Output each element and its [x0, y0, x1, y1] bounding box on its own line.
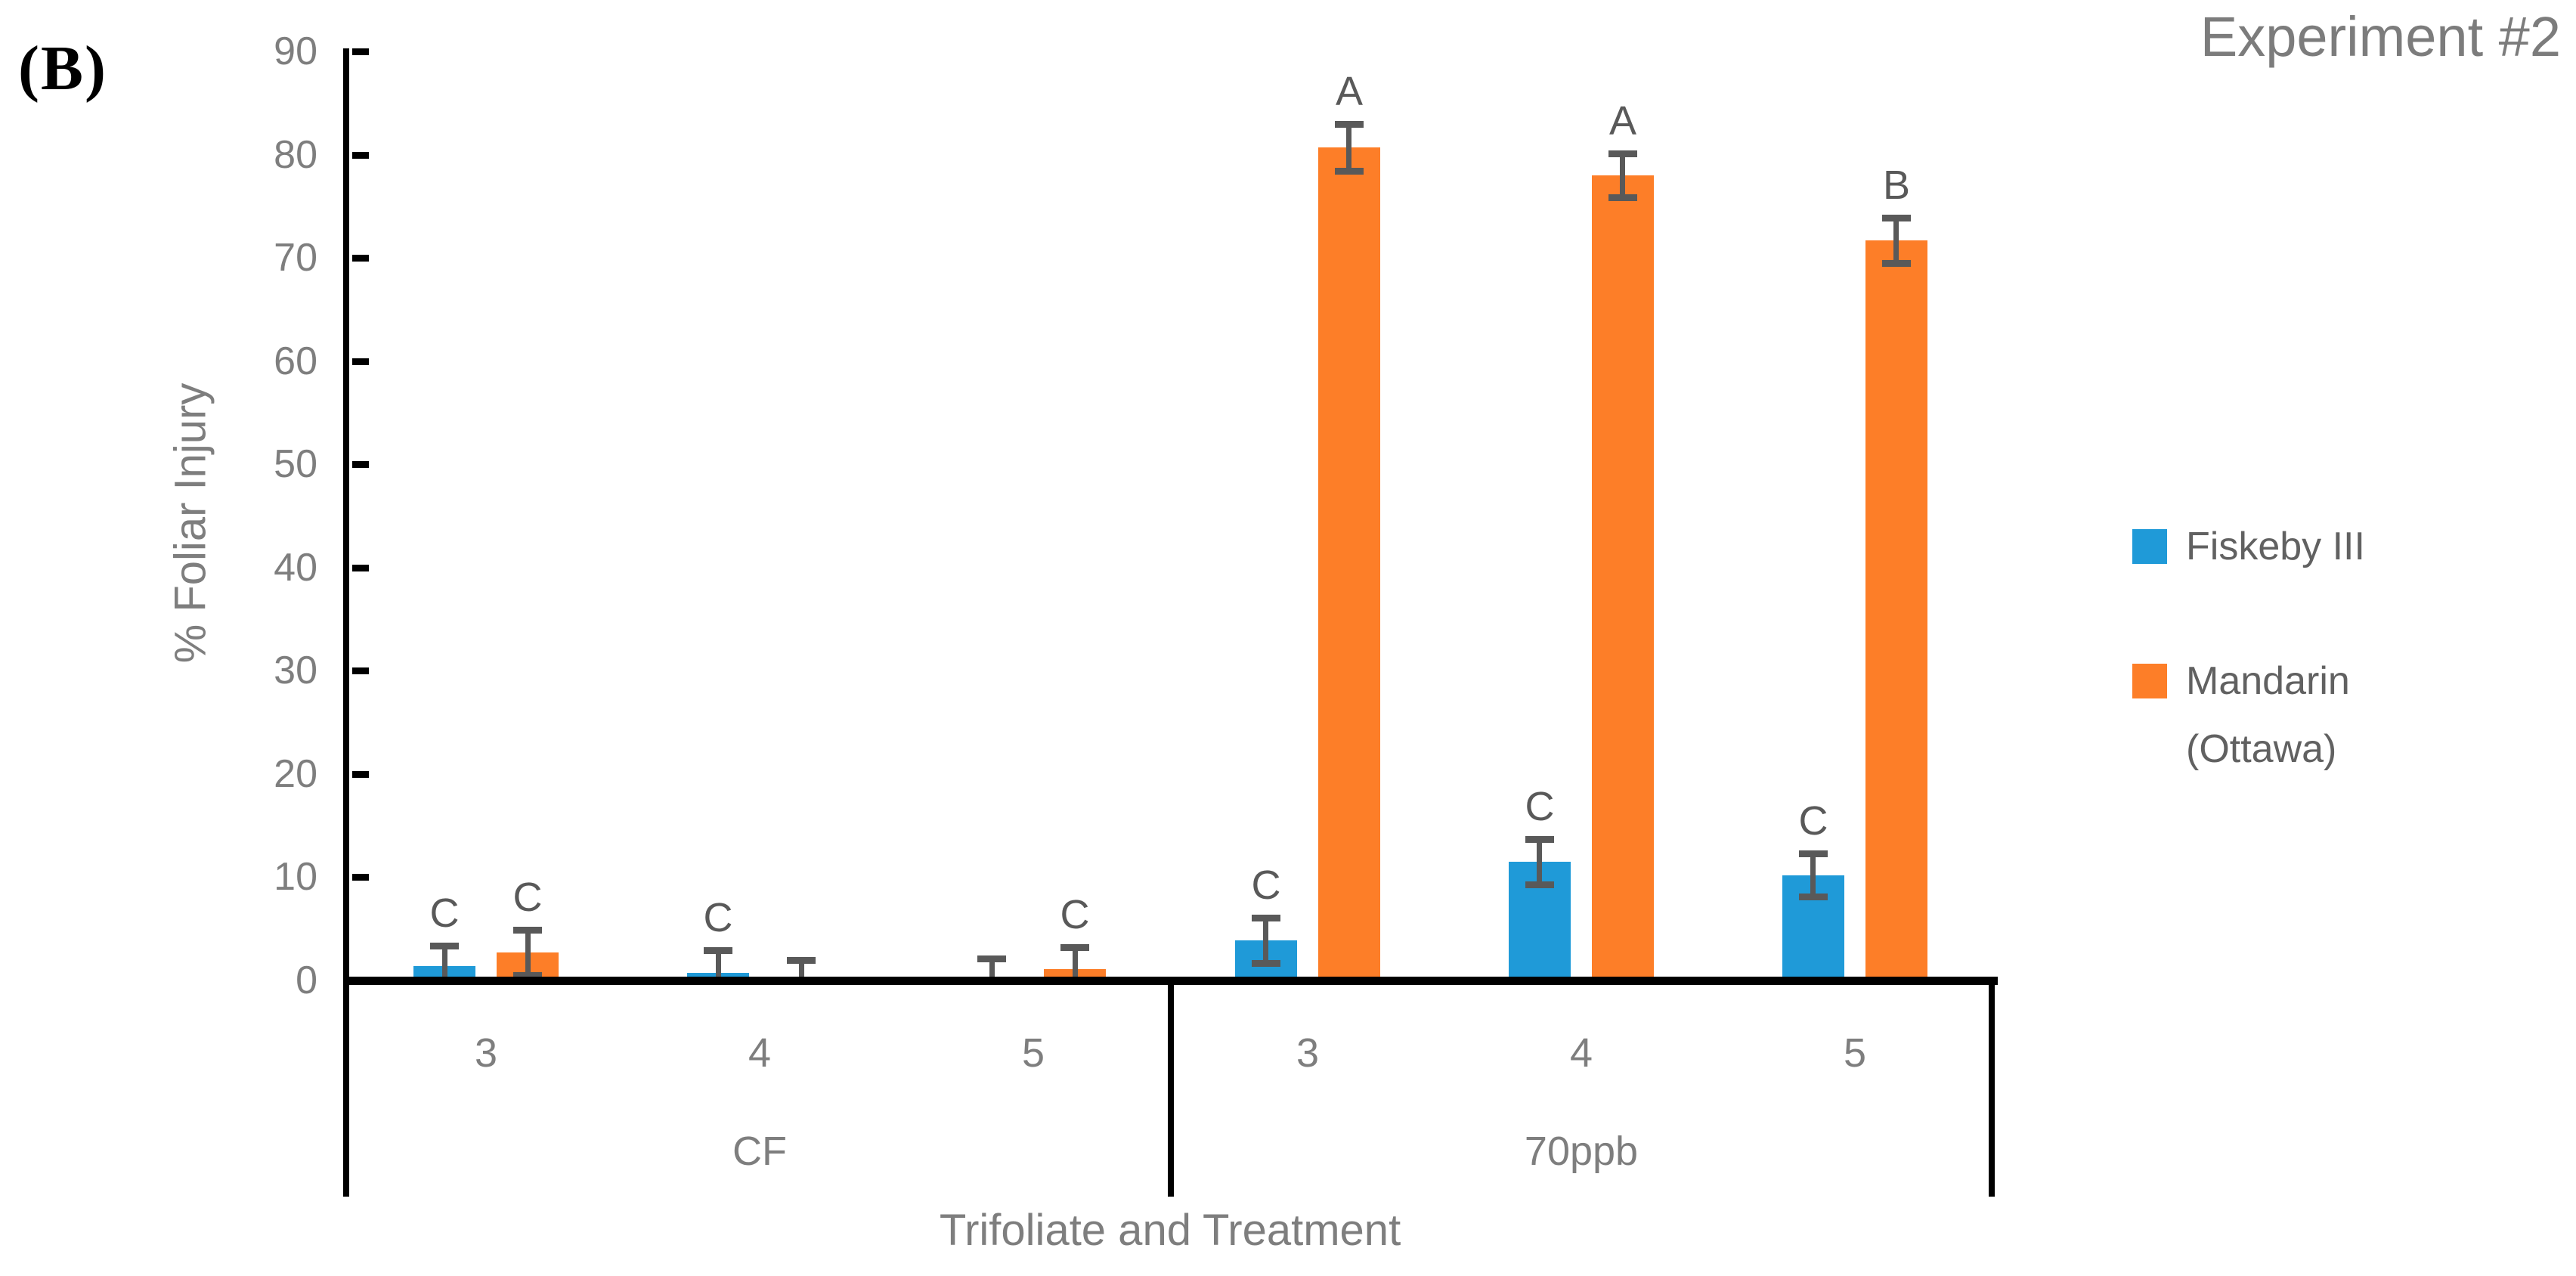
legend-swatch-mandarin-icon — [2132, 664, 2167, 698]
y-tick-mark — [352, 565, 369, 571]
significance-letter: A — [1335, 69, 1364, 114]
x-category-label: 5 — [1843, 1030, 1867, 1076]
y-tick-mark — [352, 152, 369, 159]
y-tick-label: 20 — [274, 752, 317, 796]
bar-mandarin-ottawa- — [1318, 147, 1380, 980]
y-tick-label: 0 — [296, 959, 317, 1002]
y-tick-mark — [352, 667, 369, 674]
significance-letter: C — [1060, 892, 1090, 937]
x-axis-title: Trifoliate and Treatment — [939, 1206, 1401, 1255]
significance-letter: C — [1525, 784, 1555, 829]
x-category-label: 5 — [1021, 1030, 1045, 1076]
x-group-label: CF — [732, 1129, 787, 1174]
x-category-label: 3 — [1296, 1030, 1320, 1076]
y-axis-line — [343, 48, 349, 1197]
error-bar-cap-bottom — [1608, 194, 1637, 201]
chart-title: Experiment #2 — [2200, 5, 2561, 68]
significance-letter: C — [1251, 863, 1281, 908]
significance-letter: B — [1882, 163, 1911, 208]
y-tick-label: 30 — [274, 649, 317, 692]
x-category-label: 4 — [1569, 1030, 1593, 1076]
x-category-label: 4 — [748, 1030, 772, 1076]
error-bar-cap-bottom — [513, 972, 542, 979]
significance-letter: C — [703, 895, 733, 940]
error-bar-stem — [716, 950, 721, 980]
y-tick-label: 70 — [274, 236, 317, 280]
error-bar-stem — [1073, 947, 1078, 980]
legend-label-fiskeby: Fiskeby III — [2186, 525, 2365, 568]
significance-letter: C — [429, 890, 460, 936]
x-group-label: 70ppb — [1524, 1129, 1639, 1174]
error-bar-cap-bottom — [1525, 881, 1554, 888]
y-tick-label: 40 — [274, 546, 317, 590]
y-tick-label: 50 — [274, 442, 317, 486]
error-bar-cap-bottom — [1882, 260, 1911, 267]
plot-right-border — [1989, 980, 1995, 1197]
y-tick-label: 60 — [274, 339, 317, 383]
y-tick-label: 10 — [274, 855, 317, 899]
y-tick-mark — [352, 255, 369, 262]
panel-label: (B) — [18, 33, 107, 104]
significance-letter: C — [1798, 798, 1828, 844]
y-tick-label: 90 — [274, 29, 317, 73]
error-bar-stem — [799, 960, 804, 980]
legend-swatch-fiskeby-icon — [2132, 529, 2167, 564]
error-bar-stem — [1263, 918, 1268, 963]
bar-mandarin-ottawa- — [1865, 240, 1927, 980]
y-tick-mark — [352, 874, 369, 881]
error-bar-stem — [1810, 853, 1816, 897]
bar-mandarin-ottawa- — [1592, 175, 1654, 980]
significance-letter: A — [1608, 98, 1637, 144]
y-tick-mark — [352, 48, 369, 55]
y-tick-mark — [352, 771, 369, 778]
error-bar-cap-bottom — [1335, 168, 1364, 175]
error-bar-stem — [525, 930, 531, 975]
y-tick-mark — [352, 358, 369, 365]
significance-letter: C — [512, 875, 543, 920]
legend-label-mandarin: Mandarin (Ottawa) — [2186, 659, 2350, 771]
error-bar-cap-bottom — [1252, 960, 1280, 967]
error-bar-stem — [1537, 839, 1542, 884]
error-bar-stem — [1893, 218, 1899, 263]
y-tick-mark — [352, 461, 369, 468]
error-bar-stem — [442, 946, 447, 980]
x-category-label: 3 — [474, 1030, 498, 1076]
error-bar-stem — [1620, 153, 1625, 197]
group-separator-line — [1168, 980, 1174, 1197]
error-bar-cap-bottom — [1799, 894, 1828, 900]
y-tick-label: 80 — [274, 133, 317, 177]
error-bar-stem — [1346, 124, 1351, 172]
error-bar-stem — [989, 959, 995, 980]
